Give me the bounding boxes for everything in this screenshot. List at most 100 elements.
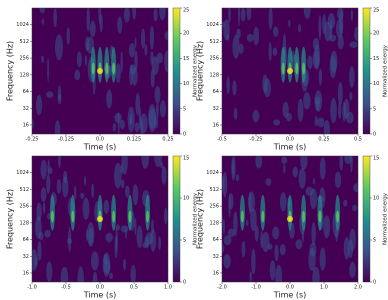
heatmap-texture [134, 122, 140, 133]
heatmap-texture [274, 244, 279, 262]
heatmap-texture [288, 19, 291, 28]
heatmap-texture [346, 111, 354, 124]
heatmap-texture [232, 34, 240, 59]
heatmap-texture [308, 247, 316, 271]
heatmap-texture [292, 166, 299, 178]
x-tick-label: -1.0 [251, 285, 261, 291]
heatmap-texture [228, 8, 231, 23]
heatmap-texture [38, 231, 44, 241]
heatmap-texture [233, 211, 238, 237]
heatmap-texture [268, 42, 272, 61]
heatmap-texture [114, 162, 122, 189]
heatmap-texture [314, 44, 321, 70]
colorbar-tick-label: 15 [183, 156, 189, 162]
heatmap-texture [39, 8, 46, 14]
y-tick-label: 1024 [206, 22, 219, 28]
x-tick-label: 0.0 [96, 137, 104, 143]
heatmap-texture [241, 240, 246, 258]
heatmap-texture [134, 218, 137, 236]
x-tick-label: -1.0 [27, 285, 37, 291]
heatmap-texture [223, 235, 232, 246]
heatmap-texture [73, 185, 77, 200]
y-tick-label: 16 [213, 270, 219, 276]
heatmap-texture [343, 199, 348, 207]
y-tick-label: 64 [213, 89, 219, 95]
y-tick-label: 128 [209, 72, 219, 78]
colorbar [362, 155, 371, 283]
heatmap [222, 156, 358, 282]
heatmap-texture [255, 156, 263, 169]
heatmap-texture [112, 122, 116, 132]
heatmap-texture [300, 156, 308, 170]
heatmap-texture [102, 252, 111, 277]
heatmap-texture [268, 8, 273, 30]
heatmap-texture [247, 191, 256, 212]
x-tick-label: 0.0 [286, 285, 294, 291]
colorbar-tick-label: 5 [373, 106, 376, 112]
colorbar [172, 155, 181, 283]
colorbar [172, 7, 181, 135]
heatmap-texture [142, 242, 149, 249]
heatmap-texture [90, 251, 99, 271]
y-tick-label: 64 [23, 237, 29, 243]
heatmap-texture [44, 229, 51, 238]
heatmap-texture [337, 81, 343, 106]
heatmap-texture [120, 51, 123, 73]
x-tick-label: 0.5 [354, 137, 362, 143]
heatmap-texture [105, 62, 109, 75]
y-tick-label: 32 [23, 106, 29, 112]
heatmap-texture [238, 43, 244, 54]
y-tick-label: 1024 [16, 170, 29, 176]
heatmap-texture [164, 50, 168, 72]
x-axis-label: Time (s) [83, 291, 117, 300]
heatmap-texture [46, 261, 53, 282]
heatmap-texture [261, 210, 265, 223]
heatmap-texture [80, 192, 85, 199]
heatmap-texture [89, 20, 96, 38]
heatmap-texture [238, 8, 241, 26]
heatmap-texture [272, 47, 278, 57]
heatmap-texture [324, 21, 332, 42]
heatmap-texture [315, 99, 320, 111]
heatmap-texture [156, 52, 163, 64]
heatmap-texture [222, 213, 224, 230]
heatmap-texture [245, 219, 249, 227]
heatmap-texture [112, 210, 116, 223]
y-axis-label: Frequency (Hz) [6, 41, 15, 101]
heatmap-texture [106, 89, 113, 109]
heatmap-texture [226, 33, 230, 41]
heatmap-texture [71, 210, 75, 223]
heatmap-texture [222, 218, 225, 235]
heatmap-texture [164, 31, 168, 41]
colorbar-tick-label: 25 [183, 8, 189, 14]
heatmap-texture [57, 85, 62, 101]
heatmap-texture [84, 175, 87, 186]
x-axis-label: Time (s) [83, 143, 117, 152]
heatmap-texture [298, 24, 302, 33]
heatmap-texture [263, 78, 271, 98]
heatmap-texture [159, 100, 166, 118]
y-tick-label: 256 [209, 56, 219, 62]
y-tick-label: 64 [23, 89, 29, 95]
heatmap-texture [222, 171, 228, 198]
heatmap-texture [302, 210, 306, 223]
x-tick-label: 1.0 [164, 285, 172, 291]
heatmap-texture [323, 215, 331, 239]
x-tick-label: -0.125 [58, 137, 74, 143]
x-tick-label: 0.125 [127, 137, 141, 143]
heatmap-texture [323, 120, 330, 134]
heatmap-texture [32, 118, 34, 130]
colorbar-tick-label: 10 [183, 196, 189, 202]
y-tick-label: 256 [209, 204, 219, 210]
y-tick-label: 512 [19, 39, 29, 45]
heatmap-texture [163, 207, 168, 225]
x-tick-label: 0.25 [162, 137, 173, 143]
colorbar-tick-label: 0 [183, 132, 186, 138]
heatmap-texture [140, 118, 144, 134]
heatmap-texture [269, 260, 276, 281]
heatmap-texture [231, 156, 236, 181]
colorbar-label: Normalized energy [193, 44, 199, 97]
y-tick-label: 16 [213, 122, 219, 128]
heatmap-texture [114, 112, 122, 123]
y-tick-label: 16 [23, 270, 29, 276]
